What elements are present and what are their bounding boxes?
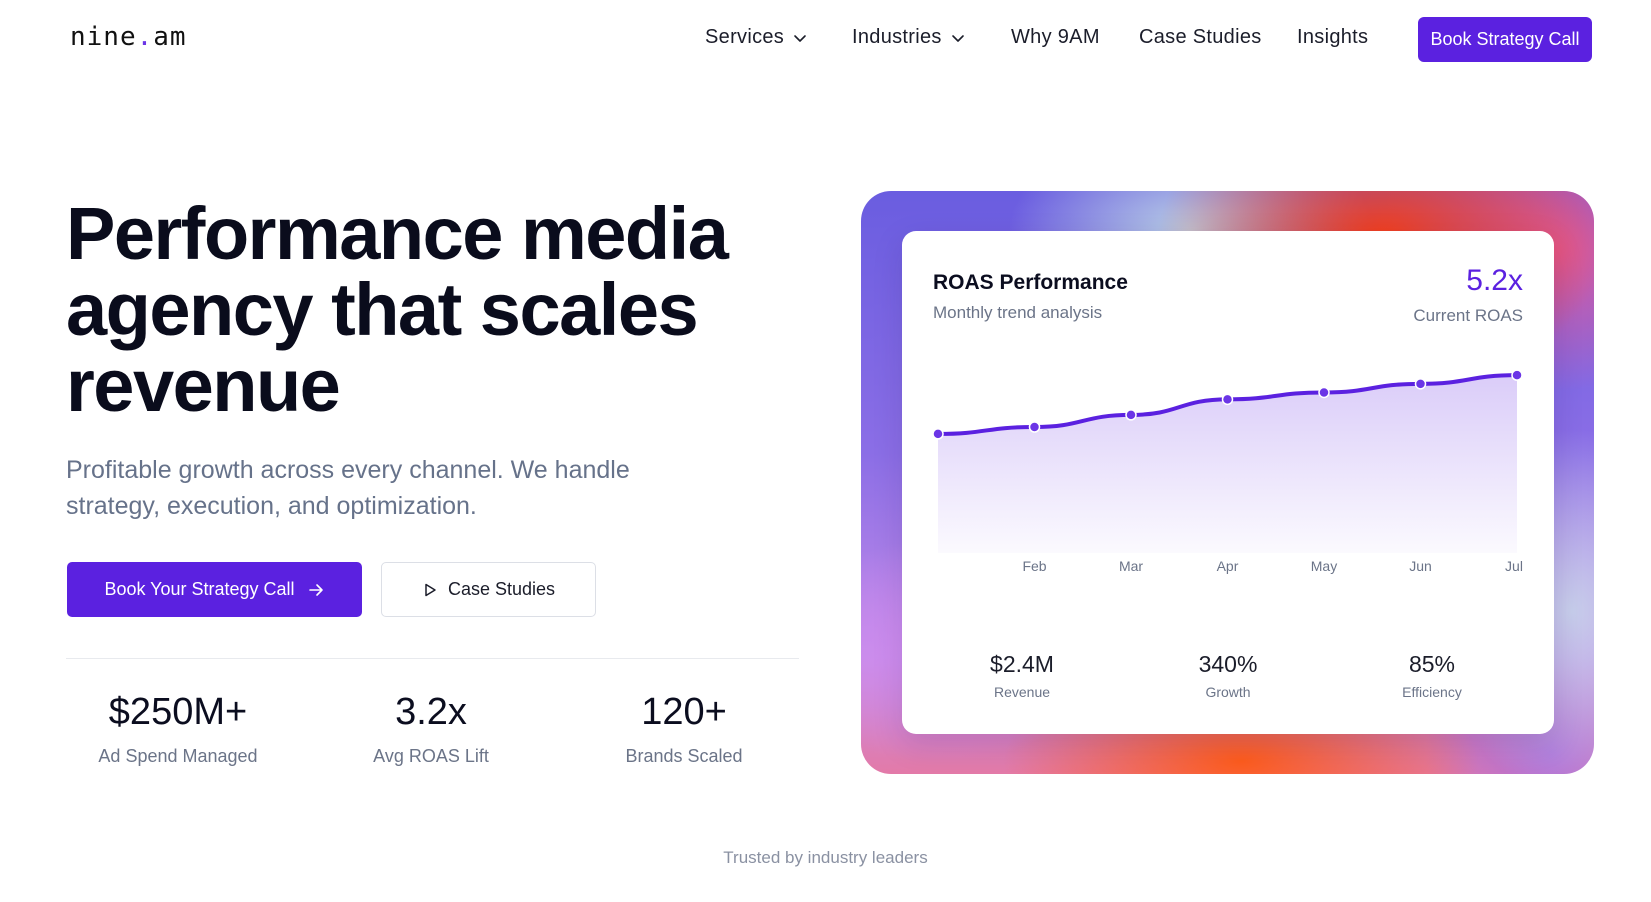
metric-value: 85% <box>1408 651 1456 677</box>
metric-label: Efficiency <box>1402 684 1462 700</box>
metric-label: Revenue <box>993 684 1051 700</box>
stats-divider <box>66 658 799 659</box>
stat-avg-roas: 3.2x Avg ROAS Lift <box>311 688 551 767</box>
nav-case-studies[interactable]: Case Studies <box>1139 26 1262 49</box>
brand-logo[interactable]: nine.am <box>70 22 187 52</box>
secondary-cta-label: Case Studies <box>447 579 556 599</box>
arrow-right-icon <box>308 583 323 596</box>
metric-efficiency: 85% Efficiency <box>1342 651 1522 700</box>
chart-point-0 <box>932 428 944 440</box>
hero-title-line-2: agency that scales <box>66 268 699 351</box>
chevron-down-icon <box>951 34 964 42</box>
nav-industries[interactable]: Industries <box>852 26 966 49</box>
hero-title-line-3: revenue <box>66 344 341 427</box>
chart-point-4 <box>1318 386 1330 399</box>
nav-services-label: Services <box>705 26 785 48</box>
chart-x-tick-label: Feb <box>1022 558 1046 574</box>
chart-area-fill <box>938 375 1517 553</box>
roas-line-chart: Feb Mar Apr May Jun Jul <box>932 369 1523 574</box>
nav-industries-label: Industries <box>852 26 942 48</box>
metric-revenue: $2.4M Revenue <box>932 651 1112 700</box>
nav-why-9am-label: Why 9AM <box>1011 26 1100 48</box>
brand-name-left: nine <box>70 22 137 52</box>
trusted-by-label: Trusted by industry leaders <box>723 848 928 867</box>
stat-label: Ad Spend Managed <box>98 746 258 766</box>
current-roas-label: Current ROAS <box>1413 306 1523 325</box>
brand-name-right: am <box>153 22 187 52</box>
primary-cta-label: Book Your Strategy Call <box>104 579 295 599</box>
chart-point-2 <box>1125 409 1137 421</box>
book-strategy-call-button[interactable]: Book Strategy Call <box>1418 17 1592 62</box>
chevron-down-icon <box>794 34 806 42</box>
chart-point-6 <box>1511 369 1523 381</box>
stat-value: $250M+ <box>108 691 248 733</box>
nav-services[interactable]: Services <box>705 26 808 49</box>
stat-value: 3.2x <box>395 691 467 733</box>
brand-dot: . <box>136 22 154 52</box>
hero-subtitle: Profitable growth across every channel. … <box>66 456 630 520</box>
chart-point-1 <box>1028 421 1041 433</box>
metric-value: $2.4M <box>990 651 1054 677</box>
stat-label: Brands Scaled <box>625 746 743 766</box>
chart-x-tick-label: Jun <box>1409 558 1432 574</box>
chart-x-tick-label: Apr <box>1217 558 1239 574</box>
card-title: ROAS Performance <box>933 271 1128 294</box>
nav-insights-label: Insights <box>1297 26 1369 48</box>
stat-ad-spend: $250M+ Ad Spend Managed <box>58 688 298 767</box>
chart-x-tick-label: Mar <box>1119 558 1143 574</box>
metric-value: 340% <box>1198 651 1258 677</box>
stat-label: Avg ROAS Lift <box>373 746 489 766</box>
case-studies-button[interactable]: Case Studies <box>381 562 596 617</box>
chart-point-5 <box>1414 378 1427 390</box>
main-nav: Services Industries Why 9AM Case Studies… <box>0 0 1651 80</box>
current-roas-value: 5.2x <box>1466 264 1523 297</box>
nav-why-9am[interactable]: Why 9AM <box>1011 26 1100 49</box>
metric-growth: 340% Growth <box>1138 651 1318 700</box>
hero-title: Performance media agency that scales rev… <box>66 196 786 424</box>
metric-label: Growth <box>1205 684 1251 700</box>
chart-x-tick-label: Jul <box>1505 558 1523 574</box>
chart-point-3 <box>1221 393 1234 406</box>
nav-insights[interactable]: Insights <box>1297 26 1368 49</box>
chart-x-tick-label: May <box>1311 558 1337 574</box>
roas-performance-card: ROAS Performance Monthly trend analysis … <box>902 231 1554 734</box>
stat-value: 120+ <box>641 691 727 733</box>
hero-title-line-1: Performance media <box>66 192 729 275</box>
card-subtitle: Monthly trend analysis <box>933 303 1103 322</box>
play-icon <box>425 583 436 596</box>
stat-brands-scaled: 120+ Brands Scaled <box>564 688 804 767</box>
book-your-strategy-call-button[interactable]: Book Your Strategy Call <box>67 562 362 617</box>
nav-case-studies-label: Case Studies <box>1139 26 1262 48</box>
